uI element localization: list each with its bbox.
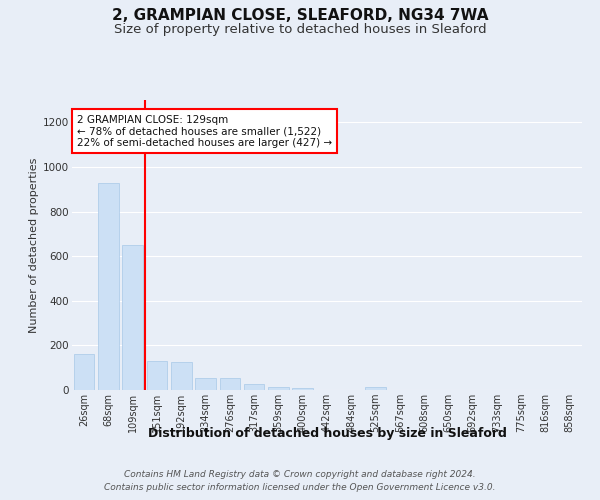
Bar [195, 378, 216, 390]
Text: 2 GRAMPIAN CLOSE: 129sqm
← 78% of detached houses are smaller (1,522)
22% of sem: 2 GRAMPIAN CLOSE: 129sqm ← 78% of detach… [77, 114, 332, 148]
Text: 2, GRAMPIAN CLOSE, SLEAFORD, NG34 7WA: 2, GRAMPIAN CLOSE, SLEAFORD, NG34 7WA [112, 8, 488, 22]
Bar [244, 384, 265, 390]
Bar [146, 361, 167, 390]
Text: Contains HM Land Registry data © Crown copyright and database right 2024.
Contai: Contains HM Land Registry data © Crown c… [104, 470, 496, 492]
Bar [74, 354, 94, 390]
Text: Distribution of detached houses by size in Sleaford: Distribution of detached houses by size … [148, 428, 506, 440]
Bar [122, 245, 143, 390]
Y-axis label: Number of detached properties: Number of detached properties [29, 158, 39, 332]
Bar [268, 386, 289, 390]
Bar [365, 386, 386, 390]
Bar [292, 388, 313, 390]
Bar [98, 182, 119, 390]
Bar [220, 378, 240, 390]
Bar [171, 362, 191, 390]
Text: Size of property relative to detached houses in Sleaford: Size of property relative to detached ho… [113, 22, 487, 36]
